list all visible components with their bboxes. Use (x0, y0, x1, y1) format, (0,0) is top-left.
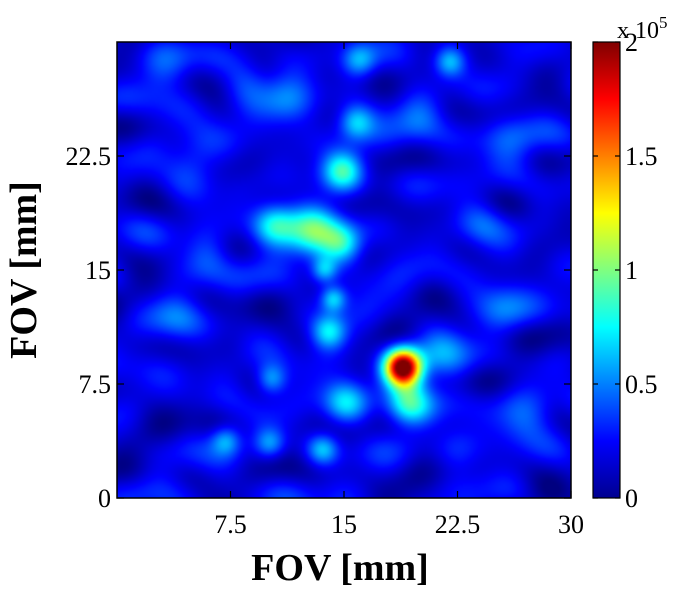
x-axis-label: FOV [mm] (251, 547, 429, 589)
colorbar-multiplier: x 105 (617, 13, 668, 44)
colorbar-tick-label: 1 (625, 256, 638, 285)
colorbar-multiplier-base: x 10 (617, 18, 659, 44)
x-axis-ticks: 7.5 15 22.5 30 (214, 42, 584, 539)
y-tick-label: 0 (98, 484, 111, 513)
x-tick-label: 22.5 (435, 510, 481, 539)
x-tick-label: 15 (331, 510, 357, 539)
colorbar-tick-label: 0 (625, 484, 638, 513)
y-tick-label: 7.5 (79, 370, 112, 399)
y-tick-label: 15 (85, 256, 111, 285)
y-axis-ticks: 0 7.5 15 22.5 (66, 142, 571, 513)
colorbar-tick-label: 1.5 (625, 142, 658, 171)
plot-area: 7.5 15 22.5 30 0 7.5 15 22.5 (66, 41, 584, 539)
colorbar-tick-label: 0.5 (625, 370, 658, 399)
y-axis-label: FOV [mm] (3, 181, 45, 359)
y-tick-label: 22.5 (66, 142, 112, 171)
heatmap-image (117, 42, 571, 498)
x-tick-label: 30 (558, 510, 584, 539)
colorbar: 0 0.5 1 1.5 2 x 105 (592, 13, 668, 513)
colorbar-multiplier-exponent: 5 (659, 13, 668, 32)
x-tick-label: 7.5 (214, 510, 247, 539)
colorbar-ticks: 0 0.5 1 1.5 2 (593, 28, 658, 513)
colorbar-tick-label: 2 (625, 28, 638, 57)
